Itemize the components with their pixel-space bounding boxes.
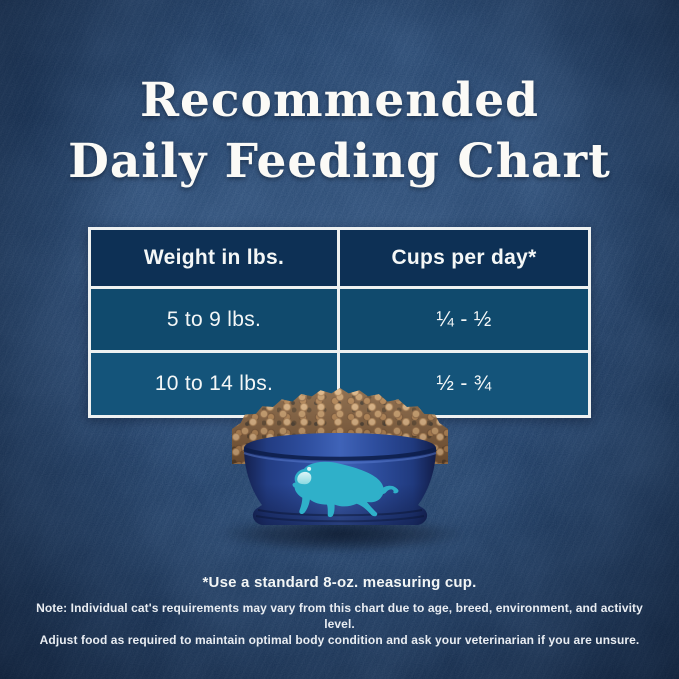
disclaimer-line-1: Note: Individual cat's requirements may … (36, 601, 643, 631)
page-title: Recommended Daily Feeding Chart (0, 70, 679, 192)
table-row1-weight: 5 to 9 lbs. (91, 289, 337, 350)
measuring-cup-footnote: *Use a standard 8-oz. measuring cup. (202, 574, 477, 591)
title-line-1: Recommended (139, 73, 540, 128)
table-header-weight: Weight in lbs. (91, 230, 337, 286)
title-line-2: Daily Feeding Chart (68, 134, 611, 189)
disclaimer-line-2: Adjust food as required to maintain opti… (39, 633, 640, 647)
disclaimer-note: Note: Individual cat's requirements may … (30, 600, 649, 648)
table-row1-cups: ¼ - ½ (340, 289, 588, 350)
table-header-cups: Cups per day* (340, 230, 588, 286)
pet-food-bowl (243, 433, 437, 525)
